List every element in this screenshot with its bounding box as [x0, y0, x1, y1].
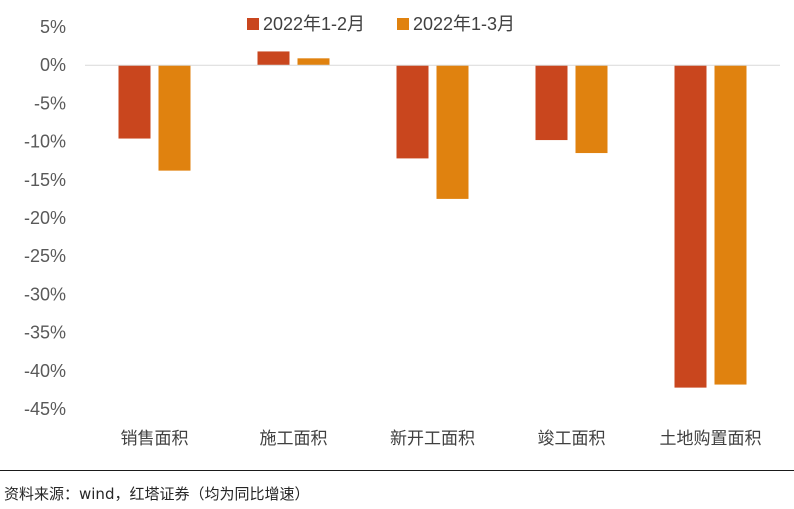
y-tick-label: -15% — [24, 170, 66, 190]
x-category-label: 土地购置面积 — [660, 429, 762, 449]
bar-jan-feb-1 — [257, 51, 290, 66]
legend-label: 2022年1-3月 — [413, 14, 515, 34]
y-tick-label: 0% — [40, 55, 66, 75]
y-tick-label: -10% — [24, 132, 66, 152]
bar-jan-mar-3 — [575, 65, 608, 154]
source-divider — [0, 470, 794, 471]
y-tick-label: -45% — [24, 399, 66, 419]
bars — [118, 51, 747, 388]
x-category-label: 施工面积 — [260, 429, 328, 449]
y-tick-label: -20% — [24, 208, 66, 228]
y-tick-label: -35% — [24, 323, 66, 343]
x-category-label: 销售面积 — [121, 429, 189, 449]
x-category-label: 竣工面积 — [538, 429, 606, 449]
legend: 2022年1-2月 2022年1-3月 — [247, 14, 515, 34]
bar-jan-mar-2 — [436, 65, 469, 199]
legend-swatch — [247, 18, 259, 30]
legend-label: 2022年1-2月 — [263, 14, 365, 34]
y-tick-label: -30% — [24, 284, 66, 304]
bar-jan-feb-4 — [674, 65, 707, 388]
x-axis: 销售面积 施工面积 新开工面积 竣工面积 土地购置面积 — [121, 429, 762, 449]
legend-swatch — [397, 18, 409, 30]
bar-jan-mar-1 — [297, 58, 330, 66]
bar-chart: 2022年1-2月 2022年1-3月 5% 0% -5% -10% -15% -20% -2… — [24, 14, 780, 449]
bar-jan-mar-4 — [714, 65, 747, 385]
y-axis: 5% 0% -5% -10% -15% -20% -25% -30% -35% -40% -45% — [24, 17, 66, 419]
y-tick-label: -40% — [24, 361, 66, 381]
y-tick-label: 5% — [40, 17, 66, 37]
bar-jan-mar-0 — [158, 65, 191, 171]
y-tick-label: -5% — [34, 93, 66, 113]
y-tick-label: -25% — [24, 246, 66, 266]
source-note: 资料来源：wind，红塔证券（均为同比增速） — [4, 485, 310, 503]
bar-jan-feb-0 — [118, 65, 151, 139]
bar-jan-feb-3 — [535, 65, 568, 141]
x-category-label: 新开工面积 — [390, 429, 475, 449]
bar-jan-feb-2 — [396, 65, 429, 159]
